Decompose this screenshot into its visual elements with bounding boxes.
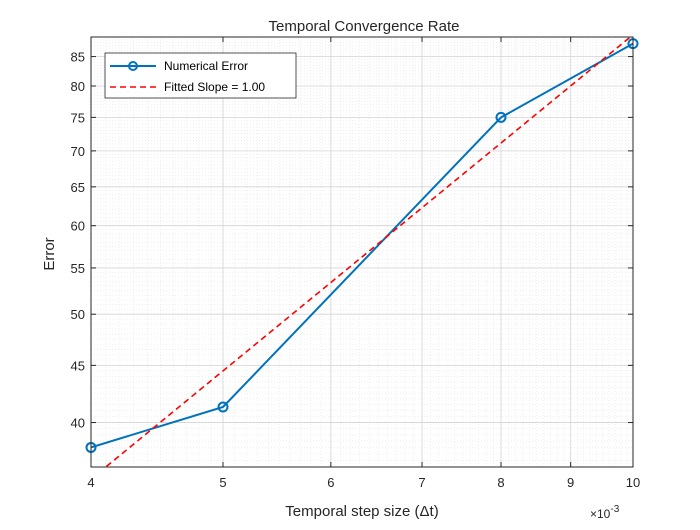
x-tick-label: 4	[87, 475, 94, 490]
y-tick-label: 75	[71, 110, 85, 125]
x-tick-label: 5	[219, 475, 226, 490]
x-tick-label: 9	[567, 475, 574, 490]
y-tick-label: 65	[71, 180, 85, 195]
y-tick-label: 60	[71, 219, 85, 234]
x-tick-labels: 4 5 6 7 8 9 10	[87, 475, 640, 490]
y-tick-label: 45	[71, 358, 85, 373]
y-tick-label: 80	[71, 79, 85, 94]
series-line-numerical-error	[91, 42, 633, 449]
x-tick-label: 7	[418, 475, 425, 490]
x-tick-label: 8	[497, 475, 504, 490]
x-tick-label: 10	[626, 475, 640, 490]
x-exponent-base: ×10	[590, 507, 611, 521]
y-tick-label: 50	[71, 307, 85, 322]
y-tick-labels: 40 45 50 55 60 65 70 75 80 85	[71, 50, 85, 431]
x-axis-label: Temporal step size (Δt)	[285, 503, 438, 520]
series-line-fitted-slope	[104, 37, 632, 467]
x-tick-label: 6	[327, 475, 334, 490]
x-exponent-power: -3	[610, 504, 619, 515]
x-exponent-label: ×10-3	[590, 504, 620, 521]
legend-box	[104, 52, 297, 99]
y-tick-label: 55	[71, 261, 85, 276]
y-tick-label: 70	[71, 144, 85, 159]
legend-label-numerical-error: Numerical Error	[164, 59, 248, 73]
legend: Numerical Error Fitted Slope = 1.00	[104, 52, 297, 99]
data-point-marker	[217, 401, 229, 413]
legend-marker-numerical-error	[128, 61, 138, 71]
y-tick-label: 85	[71, 50, 85, 65]
plot-frame	[90, 36, 634, 468]
data-point-marker	[495, 111, 507, 123]
chart-title: Temporal Convergence Rate	[269, 18, 460, 35]
y-tick-label: 40	[71, 416, 85, 431]
y-axis-label: Error	[41, 237, 58, 270]
tick-marks	[90, 37, 634, 467]
legend-label-fitted-slope: Fitted Slope = 1.00	[164, 80, 265, 94]
